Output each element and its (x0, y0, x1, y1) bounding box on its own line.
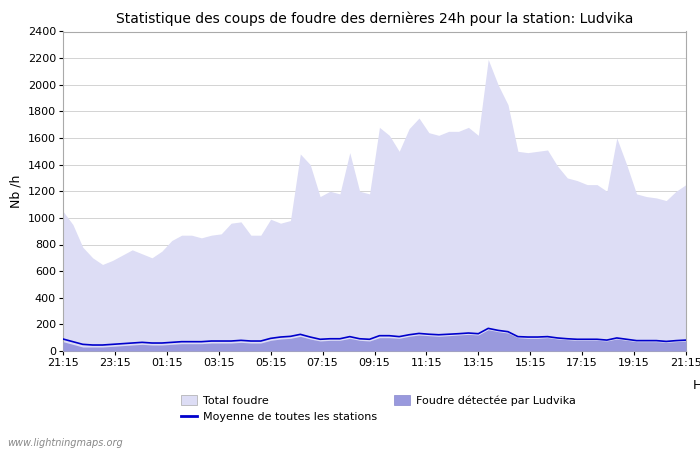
Y-axis label: Nb /h: Nb /h (9, 175, 22, 208)
Title: Statistique des coups de foudre des dernières 24h pour la station: Ludvika: Statistique des coups de foudre des dern… (116, 12, 634, 26)
Text: www.lightningmaps.org: www.lightningmaps.org (7, 438, 122, 448)
Legend: Total foudre, Moyenne de toutes les stations, Foudre détectée par Ludvika: Total foudre, Moyenne de toutes les stat… (181, 395, 576, 422)
Text: Heure: Heure (693, 379, 700, 392)
